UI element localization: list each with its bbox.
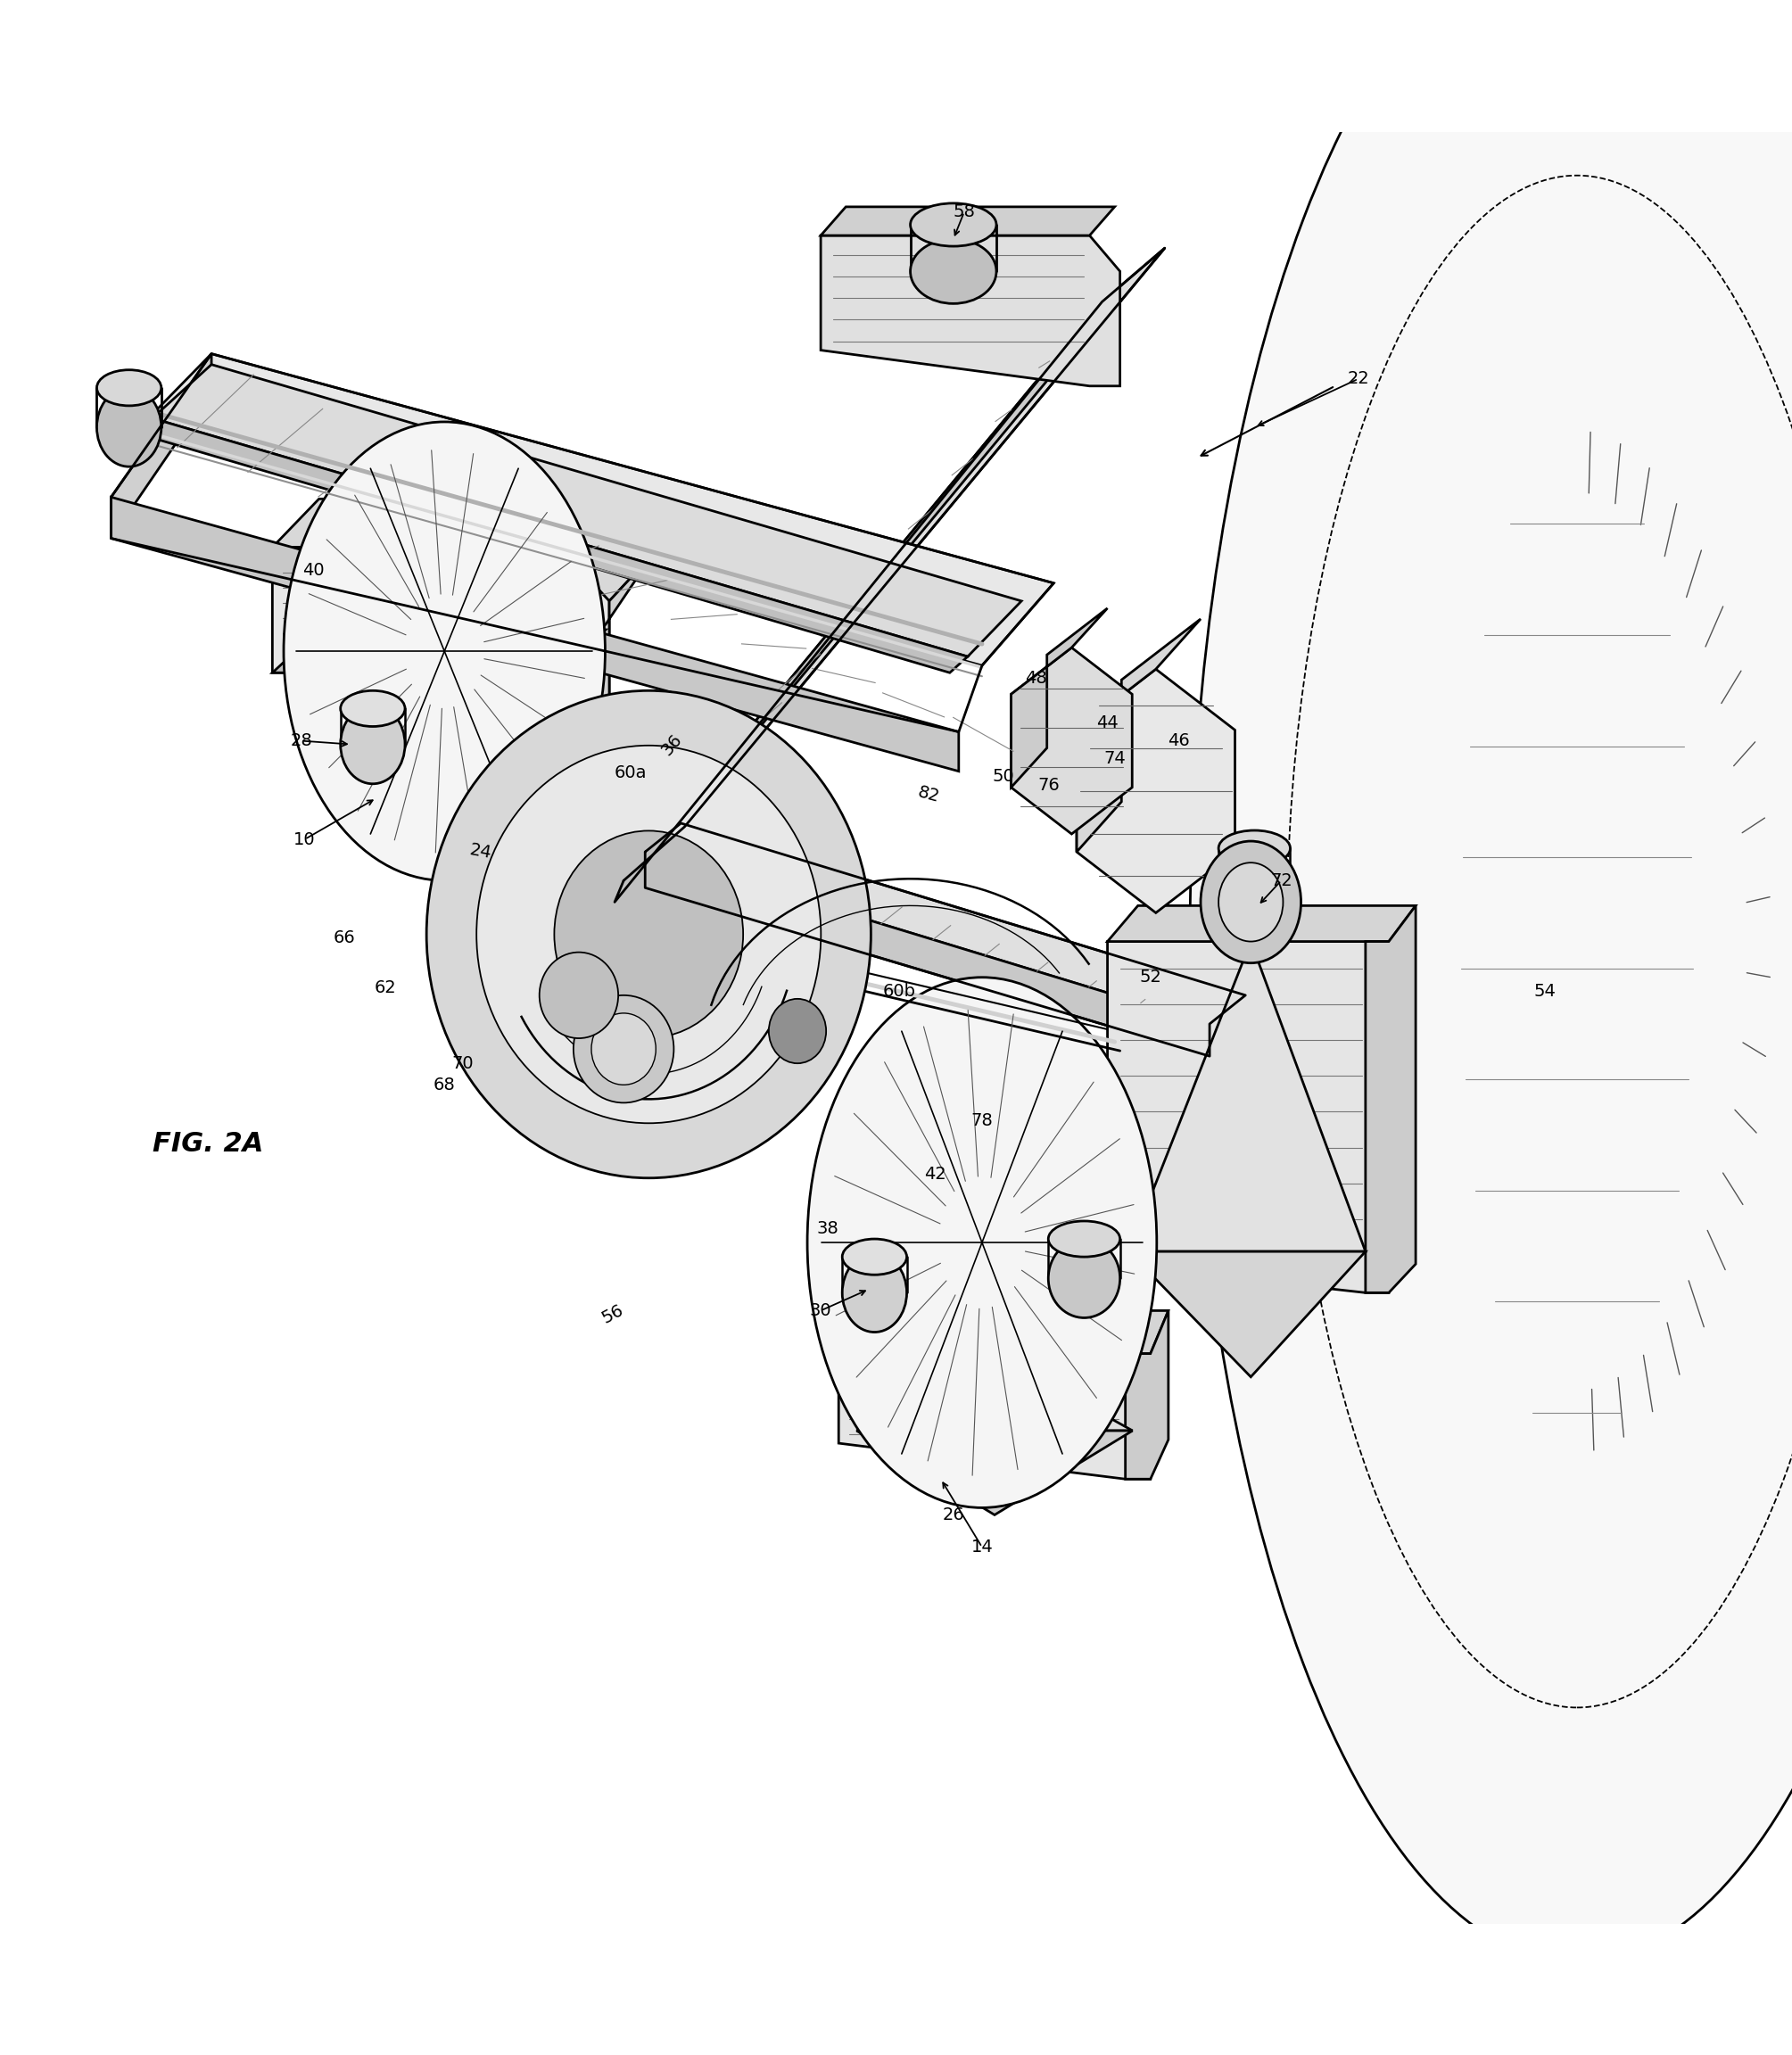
Polygon shape — [1011, 647, 1133, 834]
Ellipse shape — [1219, 863, 1283, 941]
Polygon shape — [134, 419, 968, 672]
Polygon shape — [615, 302, 1102, 902]
Text: 10: 10 — [294, 830, 315, 849]
Text: 22: 22 — [1348, 370, 1369, 386]
Text: 24: 24 — [468, 843, 493, 863]
Ellipse shape — [340, 690, 405, 727]
Text: 62: 62 — [375, 980, 396, 997]
Ellipse shape — [806, 978, 1158, 1508]
Text: 30: 30 — [810, 1303, 831, 1319]
Text: 68: 68 — [434, 1077, 455, 1093]
Text: 70: 70 — [452, 1054, 473, 1073]
Ellipse shape — [539, 951, 618, 1038]
Polygon shape — [1125, 1311, 1168, 1480]
Ellipse shape — [910, 203, 996, 247]
Ellipse shape — [97, 388, 161, 466]
Ellipse shape — [477, 746, 821, 1124]
Text: 82: 82 — [916, 783, 941, 806]
Text: 42: 42 — [925, 1165, 946, 1184]
Text: 78: 78 — [971, 1112, 993, 1128]
Ellipse shape — [1201, 840, 1301, 964]
Text: 56: 56 — [599, 1301, 627, 1328]
Polygon shape — [1077, 619, 1201, 853]
Ellipse shape — [910, 238, 996, 304]
Polygon shape — [857, 1354, 1133, 1430]
Ellipse shape — [283, 421, 606, 880]
Text: 14: 14 — [971, 1539, 993, 1556]
Ellipse shape — [1048, 1221, 1120, 1258]
Text: 26: 26 — [943, 1506, 964, 1523]
Ellipse shape — [340, 705, 405, 783]
Ellipse shape — [1190, 0, 1792, 1963]
Text: 54: 54 — [1534, 982, 1555, 1001]
Polygon shape — [296, 561, 588, 660]
Polygon shape — [1011, 608, 1107, 787]
Polygon shape — [559, 553, 654, 727]
Polygon shape — [111, 497, 959, 771]
Text: 50: 50 — [993, 769, 1014, 785]
Text: 48: 48 — [1025, 670, 1047, 686]
Polygon shape — [272, 499, 654, 600]
Polygon shape — [296, 660, 588, 769]
Ellipse shape — [591, 1013, 656, 1085]
Polygon shape — [111, 353, 211, 538]
Polygon shape — [272, 547, 609, 727]
Polygon shape — [624, 249, 1165, 880]
Ellipse shape — [573, 995, 674, 1104]
Ellipse shape — [554, 830, 744, 1038]
Polygon shape — [1129, 1251, 1366, 1377]
Text: 46: 46 — [1168, 732, 1190, 750]
Text: 40: 40 — [303, 563, 324, 580]
Polygon shape — [272, 629, 606, 672]
Ellipse shape — [426, 690, 871, 1178]
Polygon shape — [839, 1354, 1150, 1480]
Text: 44: 44 — [1097, 715, 1118, 732]
Polygon shape — [645, 824, 1245, 1023]
Text: 52: 52 — [1140, 968, 1161, 986]
Text: 66: 66 — [333, 929, 355, 947]
Polygon shape — [134, 353, 1054, 666]
Ellipse shape — [1219, 849, 1290, 927]
Text: 60a: 60a — [615, 764, 647, 781]
Polygon shape — [1366, 906, 1416, 1293]
Ellipse shape — [769, 999, 826, 1062]
Text: 36: 36 — [658, 730, 686, 758]
Ellipse shape — [842, 1239, 907, 1274]
Text: 58: 58 — [953, 203, 975, 220]
Polygon shape — [152, 364, 1021, 658]
Text: FIG. 2A: FIG. 2A — [152, 1130, 263, 1157]
Text: 60b: 60b — [883, 982, 916, 1001]
Polygon shape — [857, 1430, 1133, 1515]
Text: 76: 76 — [1038, 777, 1059, 793]
Text: 38: 38 — [817, 1221, 839, 1237]
Ellipse shape — [842, 1254, 907, 1332]
Polygon shape — [1107, 941, 1389, 1293]
Polygon shape — [1077, 670, 1235, 912]
Ellipse shape — [1219, 830, 1290, 867]
Text: 72: 72 — [1271, 871, 1292, 890]
Polygon shape — [839, 1311, 1168, 1354]
Text: 28: 28 — [290, 732, 312, 750]
Polygon shape — [821, 208, 1115, 236]
Polygon shape — [1129, 941, 1366, 1251]
Polygon shape — [821, 236, 1120, 386]
Ellipse shape — [97, 370, 161, 405]
Text: 74: 74 — [1104, 750, 1125, 767]
Polygon shape — [1107, 906, 1416, 941]
Ellipse shape — [1048, 1239, 1120, 1317]
Polygon shape — [645, 853, 1210, 1056]
